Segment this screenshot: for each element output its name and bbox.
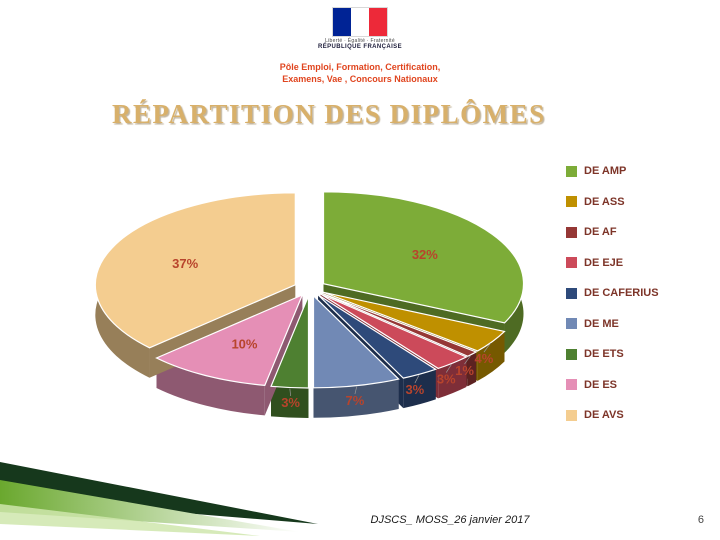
legend-label: DE ASS: [584, 195, 625, 208]
pie-chart: 32%4%1%3%3%7%3%10%37%: [94, 191, 525, 418]
legend-item-de-amp: DE AMP: [566, 165, 659, 177]
legend-swatch: [566, 196, 577, 207]
legend-item-de-eje: DE EJE: [566, 257, 659, 269]
flag-white-stripe: [351, 8, 369, 36]
legend-swatch: [566, 257, 577, 268]
department-subtitle-line2: Examens, Vae , Concours Nationaux: [282, 73, 438, 84]
legend-item-de-me: DE ME: [566, 318, 659, 330]
legend-swatch: [566, 226, 577, 238]
legend-item-de-caferius: DE CAFERIUS: [566, 287, 659, 299]
legend-swatch: [566, 165, 577, 177]
chart-legend: DE AMP DE ASS DE AF DE EJE DE CAFERIUS DE ME D…: [566, 165, 659, 440]
legend-label: DE EJE: [584, 256, 624, 269]
legend-item-de-af: DE AF: [566, 226, 659, 238]
french-flag-icon: [333, 8, 387, 36]
legend-label: DE AF: [584, 226, 617, 238]
legend-item-de-ets: DE ETS: [566, 348, 659, 360]
legend-swatch: [566, 348, 577, 360]
pie-slice-label: 37%: [172, 256, 198, 271]
pie-slice-label: 3%: [437, 372, 456, 387]
pie-slice-label: 4%: [475, 351, 494, 366]
footer-text: DJSCS_ MOSS_26 janvier 2017: [370, 514, 530, 526]
legend-label: DE ME: [584, 317, 619, 330]
legend-label: DE AMP: [584, 165, 627, 177]
legend-label: DE ETS: [584, 348, 624, 360]
legend-item-de-avs: DE AVS: [566, 409, 659, 421]
logo-motto: Liberté · Égalité · Fraternité: [325, 38, 395, 44]
legend-swatch: [566, 318, 577, 329]
legend-item-de-es: DE ES: [566, 379, 659, 391]
pie-slice-label: 10%: [231, 336, 257, 351]
pie-slice-label: 7%: [346, 393, 365, 408]
legend-swatch: [566, 287, 577, 299]
pie-slice-label: 1%: [455, 363, 474, 378]
pie-slice-label: 32%: [412, 247, 438, 262]
department-subtitle-line1: Pôle Emploi, Formation, Certification,: [279, 62, 441, 72]
flag-blue-stripe: [333, 8, 351, 36]
slide-title: RÉPARTITION DES DIPLÔMES: [112, 99, 546, 129]
legend-label: DE CAFERIUS: [584, 287, 659, 299]
legend-label: DE ES: [584, 378, 618, 391]
department-subtitle: Pôle Emploi, Formation, Certification, E…: [280, 62, 441, 85]
legend-label: DE AVS: [584, 409, 624, 421]
legend-swatch: [566, 409, 577, 421]
legend-item-de-ass: DE ASS: [566, 196, 659, 208]
decorative-swoosh: [0, 462, 318, 536]
legend-swatch: [566, 379, 577, 390]
page-number: 6: [697, 514, 704, 526]
french-government-logo: Liberté · Égalité · Fraternité RÉPUBLIQU…: [290, 8, 430, 50]
logo-institution: RÉPUBLIQUE FRANÇAISE: [317, 44, 402, 50]
pie-slice-label: 3%: [405, 382, 424, 397]
pie-slice-label: 3%: [281, 395, 300, 410]
flag-red-stripe: [369, 8, 387, 36]
